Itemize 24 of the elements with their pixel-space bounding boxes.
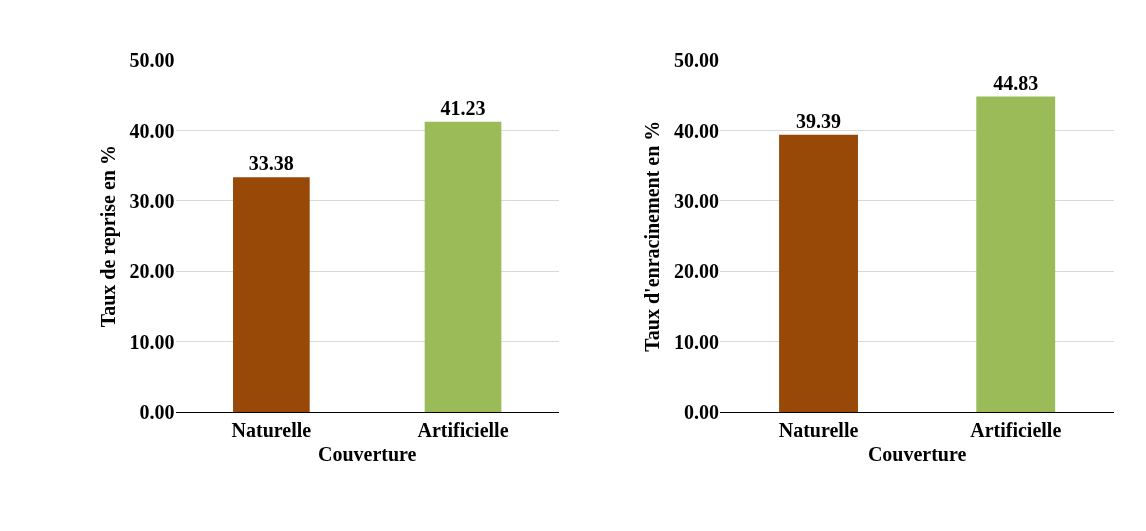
y-tick-label: 20.00 bbox=[673, 260, 719, 283]
data-label: 44.83 bbox=[993, 71, 1039, 94]
y-tick-label: 20.00 bbox=[129, 260, 175, 283]
y-tick-label: 50.00 bbox=[129, 49, 175, 72]
y-tick-label: 0.00 bbox=[683, 401, 719, 424]
data-label: 41.23 bbox=[440, 96, 486, 119]
y-tick-label: 30.00 bbox=[129, 189, 175, 212]
y-tick-label: 10.00 bbox=[129, 330, 175, 353]
x-axis-title: Couverture bbox=[867, 442, 967, 465]
x-tick-label: Naturelle bbox=[231, 419, 312, 442]
y-tick-label: 10.00 bbox=[673, 330, 719, 353]
y-tick-label: 50.00 bbox=[673, 49, 719, 72]
x-axis-title: Couverture bbox=[317, 442, 417, 465]
y-tick-label: 30.00 bbox=[673, 189, 719, 212]
y-tick-label: 40.00 bbox=[129, 119, 175, 142]
y-tick-label: 0.00 bbox=[139, 401, 175, 424]
data-label: 39.39 bbox=[796, 109, 842, 132]
data-label: 33.38 bbox=[248, 152, 294, 175]
x-tick-label: Artificielle bbox=[417, 419, 509, 442]
y-axis-title: Taux de reprise en % bbox=[97, 145, 121, 328]
x-tick-label: Artificielle bbox=[970, 419, 1062, 442]
x-tick-label: Naturelle bbox=[778, 419, 859, 442]
y-tick-label: 40.00 bbox=[673, 119, 719, 142]
y-axis-title: Taux d'enracinement en % bbox=[641, 120, 664, 352]
